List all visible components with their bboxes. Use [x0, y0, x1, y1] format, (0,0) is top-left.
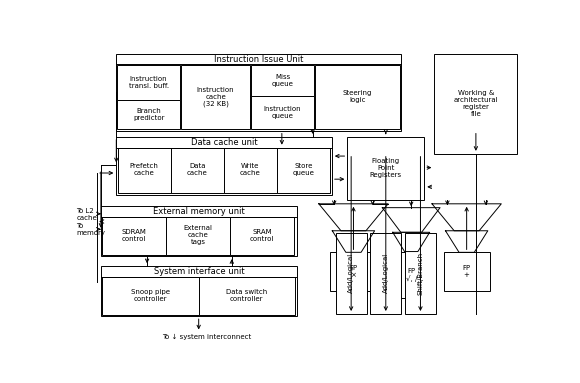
Bar: [444, 252, 490, 291]
Bar: [336, 233, 367, 314]
Bar: [101, 206, 297, 256]
Bar: [181, 65, 251, 129]
Bar: [315, 65, 400, 129]
Text: Instruction
transl. buff.: Instruction transl. buff.: [129, 77, 169, 89]
Text: Working &
architectural
register
file: Working & architectural register file: [454, 90, 498, 117]
Bar: [103, 277, 199, 315]
Bar: [166, 217, 230, 255]
Bar: [117, 100, 180, 129]
Bar: [277, 147, 331, 193]
Bar: [117, 65, 180, 100]
Text: FP
√, /: FP √, /: [405, 268, 417, 282]
Bar: [405, 233, 436, 314]
Text: Branch
predictor: Branch predictor: [133, 108, 164, 121]
Text: Data
cache: Data cache: [187, 164, 208, 177]
Bar: [251, 65, 314, 96]
Text: Add/Logical: Add/Logical: [383, 253, 389, 293]
Bar: [118, 147, 171, 193]
Text: Floating
Point
Registers: Floating Point Registers: [369, 159, 402, 178]
Text: Instruction Issue Unit: Instruction Issue Unit: [214, 54, 303, 64]
Text: Instruction
queue: Instruction queue: [264, 106, 302, 119]
Bar: [434, 54, 517, 154]
Text: Instruction
cache
(32 KB): Instruction cache (32 KB): [197, 87, 234, 107]
Text: SRAM
control: SRAM control: [249, 229, 274, 242]
Text: SDRAM
control: SDRAM control: [122, 229, 146, 242]
Text: Add/Logical: Add/Logical: [348, 253, 354, 293]
Bar: [117, 137, 332, 195]
Bar: [331, 252, 376, 291]
Text: External memory unit: External memory unit: [153, 207, 245, 216]
Bar: [101, 266, 297, 316]
Bar: [117, 54, 401, 131]
Bar: [103, 217, 166, 255]
Bar: [388, 252, 434, 298]
Text: Miss
queue: Miss queue: [271, 74, 293, 87]
Text: To ↓ system interconnect: To ↓ system interconnect: [162, 334, 251, 340]
Text: FP
×: FP ×: [349, 265, 357, 278]
Text: Data switch
controller: Data switch controller: [226, 289, 267, 302]
Text: Store
queue: Store queue: [292, 164, 314, 177]
Bar: [224, 147, 277, 193]
Text: Shift/Branch: Shift/Branch: [418, 252, 423, 295]
Bar: [371, 233, 401, 314]
Text: Data cache unit: Data cache unit: [191, 138, 258, 147]
Text: External
cache
tags: External cache tags: [183, 225, 212, 246]
Bar: [251, 96, 314, 129]
Text: Write
cache: Write cache: [240, 164, 260, 177]
Bar: [230, 217, 294, 255]
Text: FP
+: FP +: [463, 265, 471, 278]
Text: To L2
cache: To L2 cache: [76, 208, 97, 221]
Text: System interface unit: System interface unit: [154, 267, 244, 276]
Text: Prefetch
cache: Prefetch cache: [129, 164, 158, 177]
Bar: [347, 137, 425, 200]
Text: Steering
logic: Steering logic: [343, 90, 372, 103]
Text: To
memory: To memory: [76, 223, 105, 236]
Bar: [171, 147, 224, 193]
Text: Snoop pipe
controller: Snoop pipe controller: [130, 289, 170, 302]
Bar: [199, 277, 295, 315]
